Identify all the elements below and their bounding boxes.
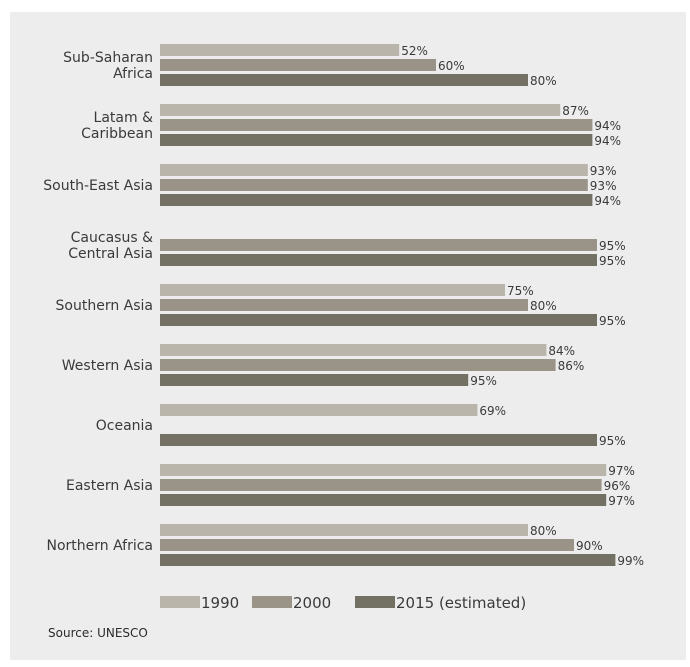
category-label-line: Africa <box>113 66 153 82</box>
bar-2000 <box>160 119 593 131</box>
bar-2000 <box>160 539 574 551</box>
value-label: 93% <box>590 179 617 193</box>
bar-2015 <box>160 74 528 86</box>
bar-2015 <box>160 494 607 506</box>
bar-2000 <box>160 299 528 311</box>
bar-1990 <box>160 524 528 536</box>
bar-1990 <box>160 164 588 176</box>
value-label: 75% <box>507 284 534 298</box>
value-label: 87% <box>562 104 589 118</box>
value-label: 52% <box>401 44 428 58</box>
value-label: 80% <box>530 299 557 313</box>
bar-2015 <box>160 194 593 206</box>
bar-1990 <box>160 344 547 356</box>
category-label-line: Caribbean <box>81 126 153 142</box>
category-label-line: Western Asia <box>62 358 153 374</box>
bar-2000 <box>160 359 556 371</box>
bar-1990 <box>160 464 607 476</box>
bar-1990 <box>160 404 478 416</box>
bar-2000 <box>160 239 597 251</box>
legend-label: 2000 <box>293 594 331 612</box>
value-label: 94% <box>594 134 621 148</box>
bar-1990 <box>160 284 505 296</box>
value-label: 95% <box>470 374 497 388</box>
legend-label: 1990 <box>201 594 239 612</box>
value-label: 97% <box>608 464 635 478</box>
value-label: 90% <box>576 539 603 553</box>
value-label: 95% <box>599 434 626 448</box>
bar-2000 <box>160 479 602 491</box>
category-label-line: Eastern Asia <box>66 478 153 494</box>
source-note: Source: UNESCO <box>48 626 148 640</box>
legend-swatch <box>160 596 200 608</box>
value-label: 86% <box>558 359 585 373</box>
value-label: 95% <box>599 314 626 328</box>
category-label-line: Northern Africa <box>46 538 153 554</box>
category-label-line: Central Asia <box>68 246 153 262</box>
value-label: 96% <box>604 479 631 493</box>
category-label: Caucasus & Central Asia <box>68 230 153 262</box>
category-label: Sub-Saharan Africa <box>63 50 153 82</box>
value-label: 93% <box>590 164 617 178</box>
category-label-line: Caucasus & <box>71 230 153 246</box>
category-label-line: South-East Asia <box>43 178 153 194</box>
legend-label: 2015 (estimated) <box>396 594 526 612</box>
category-label: Southern Asia <box>56 298 153 314</box>
category-label-line: Oceania <box>96 418 153 434</box>
value-label: 69% <box>479 404 506 418</box>
bar-2015 <box>160 434 597 446</box>
value-label: 60% <box>438 59 465 73</box>
value-label: 99% <box>617 554 644 568</box>
bar-2015 <box>160 254 597 266</box>
category-label-line: Sub-Saharan <box>63 50 153 66</box>
category-label: Latam & Caribbean <box>81 110 153 142</box>
bar-2000 <box>160 59 436 71</box>
value-label: 95% <box>599 239 626 253</box>
value-label: 95% <box>599 254 626 268</box>
category-label-line: Latam & <box>94 110 154 126</box>
bar-2015 <box>160 554 616 566</box>
bar-2015 <box>160 314 597 326</box>
category-label: Oceania <box>96 418 153 434</box>
category-label: Western Asia <box>62 358 153 374</box>
bar-1990 <box>160 104 561 116</box>
value-label: 84% <box>548 344 575 358</box>
bar-2015 <box>160 374 469 386</box>
value-label: 80% <box>530 74 557 88</box>
category-label: Northern Africa <box>46 538 153 554</box>
category-label: Eastern Asia <box>66 478 153 494</box>
legend-swatch <box>252 596 292 608</box>
category-label: South-East Asia <box>43 178 153 194</box>
value-label: 97% <box>608 494 635 508</box>
category-label-line: Southern Asia <box>56 298 153 314</box>
bar-2015 <box>160 134 593 146</box>
bar-1990 <box>160 44 400 56</box>
value-label: 94% <box>594 119 621 133</box>
value-label: 94% <box>594 194 621 208</box>
bar-2000 <box>160 179 588 191</box>
value-label: 80% <box>530 524 557 538</box>
legend-swatch <box>355 596 395 608</box>
